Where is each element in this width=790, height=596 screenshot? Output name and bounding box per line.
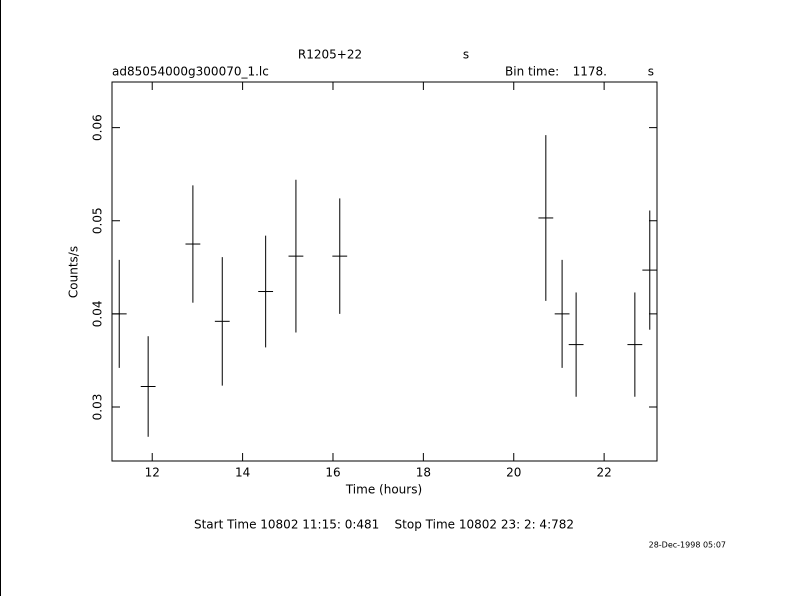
x-tick-label: 12	[145, 466, 160, 480]
chart-title: R1205+22	[298, 48, 362, 62]
x-tick-label: 22	[596, 466, 611, 480]
x-tick-label: 18	[416, 466, 431, 480]
plot-frame	[111, 81, 658, 462]
x-tick-label: 20	[506, 466, 521, 480]
subtitle: ad85054000g300070_1.lc	[112, 65, 269, 79]
y-tick-label: 0.03	[91, 394, 105, 421]
date: 28-Dec-1998 05:07	[649, 541, 726, 550]
y-tick-label: 0.04	[91, 301, 105, 328]
x-tick-label: 14	[235, 466, 250, 480]
footer: Start Time 10802 11:15: 0:481 Stop Time …	[194, 518, 574, 532]
x-axis-label: Time (hours)	[345, 483, 422, 497]
x-tick-label: 16	[325, 466, 340, 480]
y-tick-label: 0.05	[91, 207, 105, 234]
y-axis-label: Counts/s	[67, 246, 81, 298]
bin-time-label: Bin time:	[505, 65, 559, 79]
bin-time: 1178.	[573, 65, 607, 79]
bin-time-unit: s	[648, 65, 654, 79]
title-unit: s	[463, 48, 469, 62]
y-tick-label: 0.06	[91, 114, 105, 141]
